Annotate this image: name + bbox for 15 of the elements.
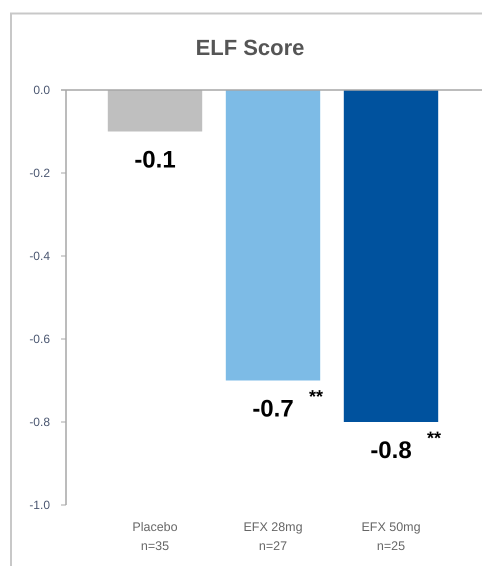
y-tick-label: -0.4 — [29, 249, 50, 263]
chart-title: ELF Score — [196, 35, 304, 60]
annotation: ** — [308, 386, 324, 406]
annotation: ** — [426, 428, 442, 448]
data-label: -0.1 — [134, 146, 176, 174]
y-tick-label: -0.2 — [29, 166, 50, 180]
y-tick-label: -1.0 — [29, 498, 50, 512]
x-tick-label: EFX 28mg n=27 — [243, 520, 303, 553]
data-label: -0.8 — [370, 437, 412, 464]
y-tick-label: 0.0 — [33, 83, 50, 97]
y-tick-label: -0.8 — [29, 415, 50, 429]
data-label: -0.7 — [252, 396, 294, 422]
y-tick-label: -0.6 — [29, 332, 50, 346]
x-tick-label: Placebo n=35 — [132, 520, 178, 553]
x-tick-label: EFX 50mg n=25 — [361, 520, 421, 553]
